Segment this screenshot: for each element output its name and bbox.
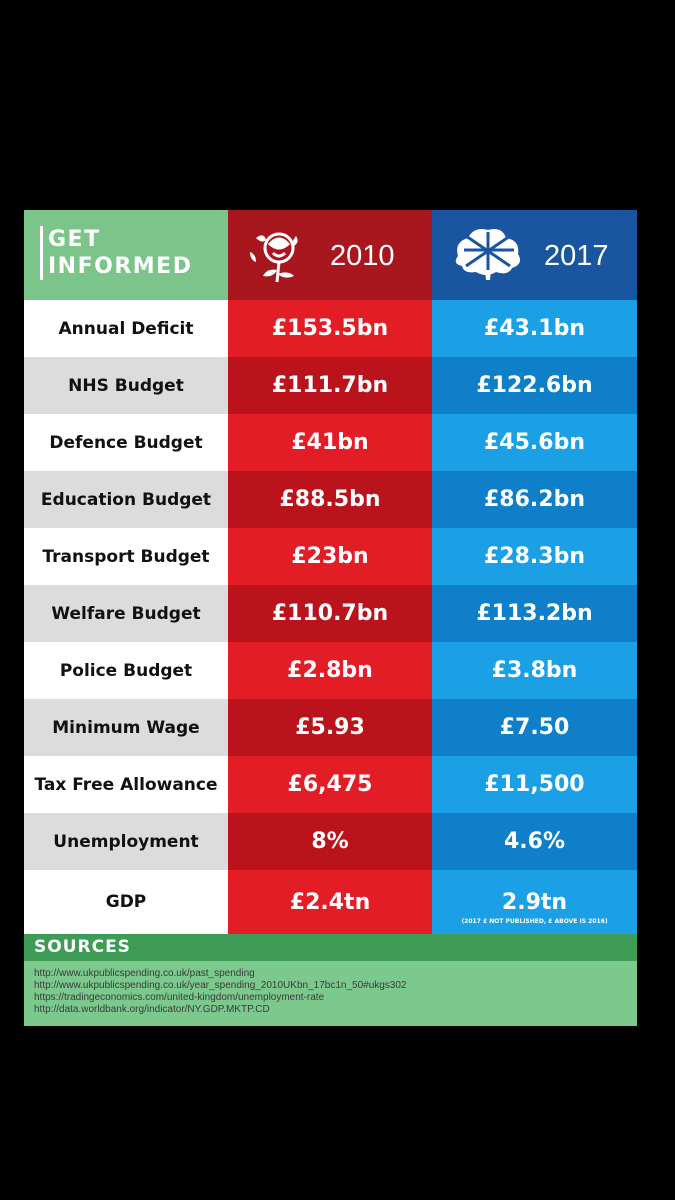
- header-2010: 2010: [228, 210, 432, 300]
- row-label: Annual Deficit: [24, 300, 228, 357]
- row-label: NHS Budget: [24, 357, 228, 414]
- value-2010: £153.5bn: [228, 300, 432, 357]
- labour-rose-icon: [250, 232, 298, 283]
- value-2017: £45.6bn: [432, 414, 637, 471]
- title-line-1: GET: [48, 227, 101, 252]
- year-2017-label: 2017: [544, 240, 609, 272]
- table-row: Annual Deficit £153.5bn £43.1bn: [24, 300, 637, 357]
- table-row: NHS Budget £111.7bn £122.6bn: [24, 357, 637, 414]
- sources-header: SOURCES: [24, 934, 637, 961]
- value-2017: £86.2bn: [432, 471, 637, 528]
- row-label: Welfare Budget: [24, 585, 228, 642]
- source-link[interactable]: http://www.ukpublicspending.co.uk/year_s…: [34, 980, 407, 991]
- value-2010: £2.8bn: [228, 642, 432, 699]
- value-2017: £3.8bn: [432, 642, 637, 699]
- value-2017: 2.9tn: [432, 870, 637, 934]
- header-2017: 2017: [432, 210, 637, 300]
- value-2017: £11,500: [432, 756, 637, 813]
- table-row: Tax Free Allowance £6,475 £11,500: [24, 756, 637, 813]
- year-2010-label: 2010: [330, 240, 395, 272]
- get-informed-header: GET INFORMED: [24, 210, 228, 300]
- value-2017: £28.3bn: [432, 528, 637, 585]
- value-2010: £41bn: [228, 414, 432, 471]
- conservative-tree-icon: [455, 229, 520, 280]
- row-label: Unemployment: [24, 813, 228, 870]
- value-2017: £7.50: [432, 699, 637, 756]
- table-row: Police Budget £2.8bn £3.8bn: [24, 642, 637, 699]
- table-row: Minimum Wage £5.93 £7.50: [24, 699, 637, 756]
- row-label: Tax Free Allowance: [24, 756, 228, 813]
- table-row: Unemployment 8% 4.6%: [24, 813, 637, 870]
- source-link[interactable]: https://tradingeconomics.com/united-king…: [34, 992, 325, 1003]
- value-2017: £122.6bn: [432, 357, 637, 414]
- gdp-footnote: (2017 £ NOT PUBLISHED, £ ABOVE IS 2016): [461, 918, 608, 925]
- value-2010: £23bn: [228, 528, 432, 585]
- table-row: Transport Budget £23bn £28.3bn: [24, 528, 637, 585]
- table-row: Welfare Budget £110.7bn £113.2bn: [24, 585, 637, 642]
- divider: [40, 226, 43, 280]
- sources-title: SOURCES: [34, 937, 131, 957]
- source-link[interactable]: http://www.ukpublicspending.co.uk/past_s…: [34, 968, 255, 979]
- comparison-infographic: GET INFORMED 2010 2017 A: [24, 210, 637, 1026]
- table-row: Defence Budget £41bn £45.6bn: [24, 414, 637, 471]
- source-link[interactable]: http://data.worldbank.org/indicator/NY.G…: [34, 1004, 270, 1015]
- row-label: Transport Budget: [24, 528, 228, 585]
- table-row: GDP £2.4tn 2.9tn (2017 £ NOT PUBLISHED, …: [24, 870, 637, 934]
- value-2010: £88.5bn: [228, 471, 432, 528]
- row-label: Police Budget: [24, 642, 228, 699]
- row-label: Education Budget: [24, 471, 228, 528]
- value-2010: £110.7bn: [228, 585, 432, 642]
- value-2010: 8%: [228, 813, 432, 870]
- value-2017: £43.1bn: [432, 300, 637, 357]
- value-2010: £111.7bn: [228, 357, 432, 414]
- value-2010: £5.93: [228, 699, 432, 756]
- row-label: Defence Budget: [24, 414, 228, 471]
- value-2010: £2.4tn: [228, 870, 432, 934]
- get-informed-title: GET INFORMED: [48, 226, 192, 280]
- title-line-2: INFORMED: [48, 254, 193, 279]
- row-label: GDP: [24, 870, 228, 934]
- sources-list: http://www.ukpublicspending.co.uk/past_s…: [24, 961, 637, 1026]
- value-2017: £113.2bn: [432, 585, 637, 642]
- value-2010: £6,475: [228, 756, 432, 813]
- value-2017: 4.6%: [432, 813, 637, 870]
- table-row: Education Budget £88.5bn £86.2bn: [24, 471, 637, 528]
- row-label: Minimum Wage: [24, 699, 228, 756]
